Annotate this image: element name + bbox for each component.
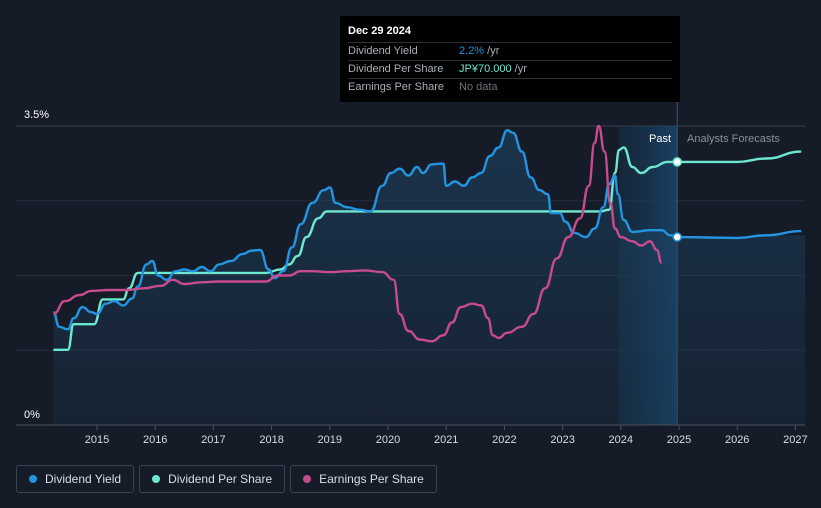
x-tick-label: 2024 [609, 434, 633, 446]
legend: Dividend Yield Dividend Per Share Earnin… [16, 465, 437, 493]
x-tick-label: 2022 [492, 434, 516, 446]
tooltip-value: 2.2% [459, 45, 485, 57]
x-tick-label: 2019 [318, 434, 342, 446]
past-label: Past [649, 133, 671, 145]
x-tick-label: 2017 [201, 434, 225, 446]
legend-label: Earnings Per Share [319, 472, 424, 486]
marker-dividend-per-share [672, 157, 683, 167]
legend-item-dividend-yield[interactable]: Dividend Yield [16, 465, 135, 493]
tooltip-row-dividend-yield: Dividend Yield 2.2% /yr [348, 42, 672, 60]
tooltip: Dec 29 2024 Dividend Yield 2.2% /yr Divi… [340, 16, 680, 102]
legend-dot-icon [152, 475, 161, 483]
legend-item-earnings-per-share[interactable]: Earnings Per Share [290, 465, 437, 493]
dividend-per-share-line [53, 146, 802, 352]
tooltip-value: No data [459, 81, 498, 93]
tooltip-value: JP¥70.000 [459, 63, 512, 75]
x-tick-label: 2027 [783, 434, 807, 446]
x-tick-label: 2020 [376, 434, 400, 446]
tooltip-label: Dividend Yield [348, 45, 418, 57]
x-tick-label: 2018 [259, 434, 283, 446]
x-tick-label: 2021 [434, 434, 458, 446]
legend-item-dividend-per-share[interactable]: Dividend Per Share [139, 465, 286, 493]
earnings-per-share-line [53, 124, 663, 343]
chart-plot: 2015 2016 2017 2018 2019 2020 2021 2022 2023 2024… [16, 102, 808, 446]
tooltip-label: Earnings Per Share [348, 81, 444, 93]
legend-dot-icon [303, 475, 312, 483]
forecast-label: Analysts Forecasts [687, 133, 780, 145]
marker-dividend-yield [672, 232, 683, 242]
tooltip-date: Dec 29 2024 [348, 25, 411, 37]
legend-dot-icon [29, 475, 37, 483]
tooltip-row-dividend-per-share: Dividend Per Share JP¥70.000 /yr [348, 60, 672, 78]
tooltip-unit: /yr [484, 45, 500, 57]
tooltip-unit: /yr [511, 63, 527, 75]
legend-label: Dividend Yield [45, 472, 122, 486]
x-tick-label: 2025 [667, 434, 691, 446]
x-tick-label: 2026 [725, 434, 749, 446]
x-tick-label: 2016 [143, 434, 167, 446]
tooltip-row-earnings-per-share: Earnings Per Share No data [348, 78, 672, 96]
x-tick-label: 2023 [550, 434, 574, 446]
dividend-yield-line [52, 129, 802, 331]
tooltip-label: Dividend Per Share [348, 63, 444, 75]
x-tick-label: 2015 [85, 434, 109, 446]
y-tick-label-zero: 0% [24, 409, 40, 421]
dividend-yield-area [53, 130, 806, 426]
legend-label: Dividend Per Share [168, 472, 273, 486]
y-tick-label-top: 3.5% [24, 109, 49, 121]
